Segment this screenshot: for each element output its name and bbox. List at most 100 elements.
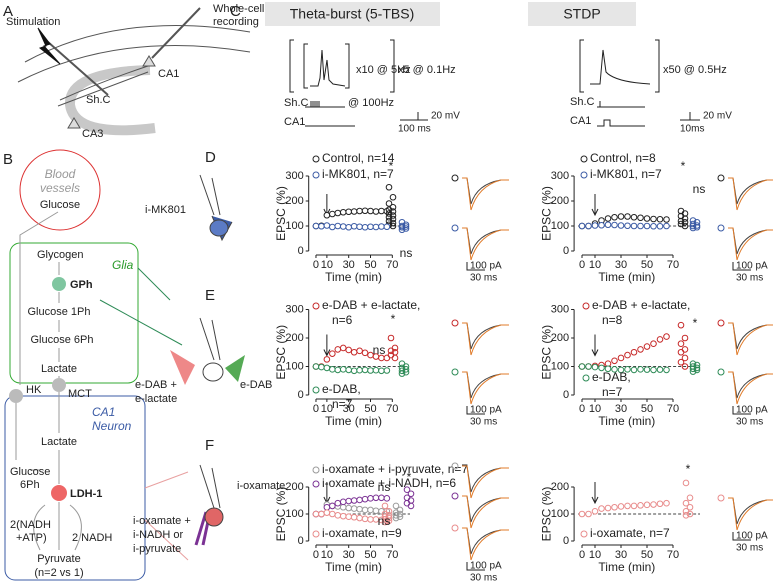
data-point <box>585 363 592 370</box>
data-point <box>339 208 347 216</box>
cell-point <box>681 363 689 370</box>
scale-bar <box>732 532 751 541</box>
data-point <box>663 216 670 223</box>
scale-label: 30 ms <box>470 573 497 584</box>
scale-label: 100 pA <box>736 405 768 416</box>
legend-label: Control, n=8 <box>590 151 656 165</box>
data-point <box>329 502 336 510</box>
data-point <box>637 222 644 230</box>
data-point <box>663 333 670 340</box>
data-point <box>643 343 651 350</box>
data-point <box>650 366 657 374</box>
scale-label: 100 pA <box>736 531 768 542</box>
data-point <box>345 497 352 505</box>
x-tick-label: 10 <box>321 403 333 415</box>
cell-point <box>682 512 690 519</box>
label: Glycogen <box>37 249 83 261</box>
data-point <box>361 366 369 374</box>
data-point <box>624 351 631 359</box>
y-tick-label: 0 <box>298 535 304 547</box>
legend-label: e-DAB + e-lactate, n=6 <box>322 298 424 327</box>
x-axis-label: Time (min) <box>598 414 655 428</box>
cell-point <box>681 218 689 226</box>
cell-point <box>402 366 410 373</box>
legend-marker <box>312 302 320 310</box>
label: 10ms <box>680 124 704 135</box>
data-point <box>624 222 631 230</box>
y-tick-label: 100 <box>285 360 303 372</box>
data-point <box>329 350 336 357</box>
cell-point <box>385 200 393 207</box>
y-tick-label: 300 <box>285 170 303 182</box>
glia <box>9 242 139 384</box>
data-point <box>604 221 612 229</box>
data-point <box>356 514 363 522</box>
cell-point <box>389 208 397 215</box>
label: e-lactate <box>135 393 177 405</box>
label: CA1 <box>92 405 115 419</box>
cell-point <box>689 368 697 375</box>
layer-line <box>24 24 251 63</box>
y-tick-label: 0 <box>298 245 304 257</box>
x-tick-label: 70 <box>667 259 679 271</box>
data-point <box>663 222 670 230</box>
y-axis-label: EPSC (%) <box>539 186 553 241</box>
y-tick-label: 200 <box>285 332 303 344</box>
cell-point <box>681 354 689 362</box>
data-point <box>598 221 605 229</box>
hk <box>9 389 23 403</box>
stimulation-electrode <box>47 41 109 96</box>
data-point <box>630 348 638 356</box>
data-point <box>345 366 352 374</box>
annotation: ns <box>378 514 391 528</box>
data-point <box>611 366 618 373</box>
data-point <box>643 366 651 373</box>
cell-point <box>402 223 410 230</box>
trace <box>462 495 509 529</box>
data-point <box>318 363 325 371</box>
data-point <box>339 366 347 373</box>
cell-point <box>402 225 410 232</box>
data-point <box>598 364 605 372</box>
label: vessels <box>40 181 80 195</box>
stimulus-arrow <box>591 194 599 217</box>
legend-label: i-MK801, n=7 <box>322 167 394 181</box>
scale-label: 100 pA <box>470 261 502 272</box>
cell-point <box>396 510 404 518</box>
legend-label: Control, n=14 <box>322 151 395 165</box>
data-point <box>663 366 670 374</box>
scale-bar <box>732 406 751 415</box>
data-point <box>367 506 374 514</box>
data-point <box>323 211 331 219</box>
panel-label: D <box>205 149 216 166</box>
data-point <box>329 223 336 231</box>
data-point <box>356 223 363 231</box>
data-point <box>650 222 657 230</box>
cell-point <box>385 217 393 225</box>
data-point <box>367 516 374 523</box>
panel-label: E <box>205 287 215 304</box>
x-tick-label: 50 <box>641 549 653 561</box>
legend-marker <box>312 171 320 179</box>
data-point <box>372 494 380 502</box>
data-point <box>656 222 664 230</box>
data-point <box>643 222 651 230</box>
cell-point <box>387 334 395 342</box>
legend-label: i-oxamate + i-pyruvate, n=7 <box>322 462 468 476</box>
data-point <box>350 367 358 375</box>
data-point <box>334 346 342 353</box>
data-point <box>624 502 631 510</box>
x-tick-label: 0 <box>313 549 319 561</box>
label: i-oxamate + <box>133 515 191 527</box>
data-point <box>372 507 380 515</box>
data-point <box>378 494 385 502</box>
arrows <box>15 211 82 551</box>
inset-marker <box>717 319 725 327</box>
trace <box>728 322 773 356</box>
y-axis-label: EPSC (%) <box>539 325 553 380</box>
y-axis-label: EPSC (%) <box>274 325 288 380</box>
data-point <box>585 222 592 230</box>
data-point <box>383 223 391 231</box>
ca1-neuron <box>142 55 156 67</box>
data-point <box>345 346 352 354</box>
